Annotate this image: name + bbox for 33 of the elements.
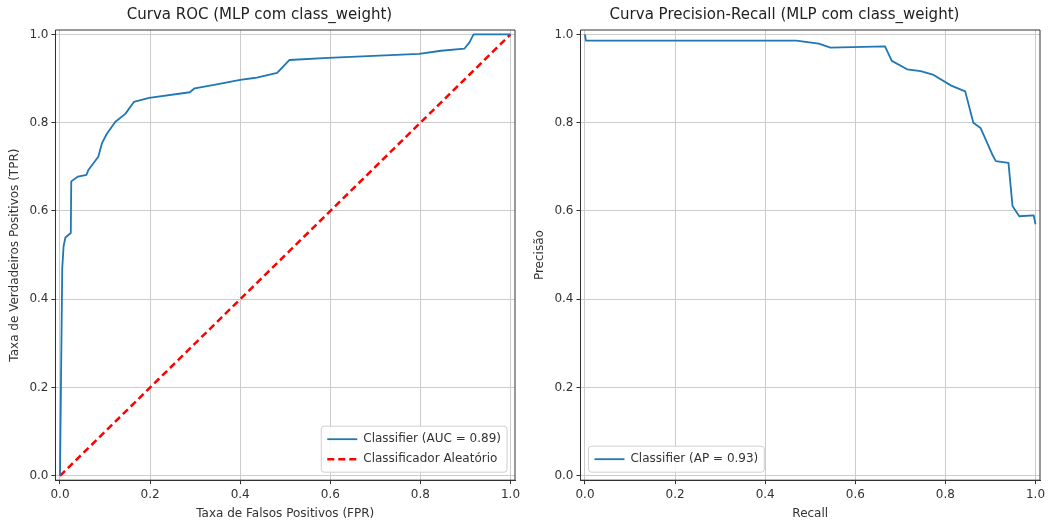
y-tick-label: 0.8 [554,114,574,129]
x-tick-label: 1.0 [1025,486,1046,501]
x-tick-label: 0.6 [320,486,340,501]
y-tick-label: 0.8 [29,114,49,129]
y-tick-label: 0.4 [29,291,49,306]
legend-label: Classificador Aleatório [363,451,498,466]
y-tick-label: 0.2 [29,379,49,394]
chart-title: Curva Precision-Recall (MLP com class_weight) [609,4,960,24]
x-tick-label: 0.2 [140,486,160,501]
y-axis-title: Taxa de Verdadeiros Positivos (TPR) [7,148,22,363]
y-axis-title: Precisão [532,230,547,281]
x-tick-label: 0.4 [230,486,250,501]
y-tick-label: 1.0 [29,26,49,41]
x-tick-label: 0.6 [845,486,865,501]
chart-title: Curva ROC (MLP com class_weight) [126,4,393,24]
x-tick-label: 0.0 [575,486,595,501]
y-tick-label: 0.6 [29,203,49,218]
y-tick-label: 0.4 [554,291,574,306]
x-tick-label: 0.8 [935,486,955,501]
legend-label: Classifier (AP = 0.93) [630,451,759,466]
x-tick-label: 1.0 [500,486,521,501]
x-tick-label: 0.2 [665,486,685,501]
x-axis-title: Recall [792,505,829,520]
y-tick-label: 0.0 [29,467,49,482]
legend-label: Classifier (AUC = 0.89) [363,431,501,446]
y-tick-label: 0.6 [554,203,574,218]
y-tick-label: 1.0 [554,26,574,41]
x-tick-label: 0.0 [50,486,70,501]
x-tick-label: 0.4 [755,486,775,501]
y-tick-label: 0.2 [554,379,574,394]
x-tick-label: 0.8 [410,486,430,501]
x-axis-title: Taxa de Falsos Positivos (FPR) [195,505,375,520]
y-tick-label: 0.0 [554,467,574,482]
